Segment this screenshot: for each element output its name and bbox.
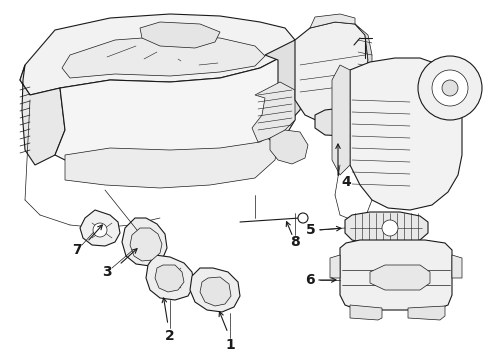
Polygon shape [55, 40, 295, 168]
Polygon shape [270, 130, 308, 164]
Circle shape [432, 70, 468, 106]
Polygon shape [65, 130, 280, 188]
Text: 4: 4 [341, 175, 351, 189]
Polygon shape [350, 58, 462, 210]
Circle shape [298, 213, 308, 223]
Polygon shape [330, 255, 340, 278]
Polygon shape [452, 255, 462, 278]
Text: 8: 8 [290, 235, 300, 249]
Circle shape [418, 56, 482, 120]
Text: 3: 3 [102, 265, 112, 279]
Text: 2: 2 [165, 329, 175, 343]
Polygon shape [260, 40, 308, 140]
Polygon shape [408, 306, 445, 320]
Circle shape [93, 223, 107, 237]
Polygon shape [200, 277, 231, 306]
Polygon shape [295, 22, 368, 122]
Polygon shape [370, 265, 430, 290]
Polygon shape [190, 268, 240, 312]
Polygon shape [350, 305, 382, 320]
Polygon shape [252, 82, 295, 142]
Polygon shape [146, 255, 194, 300]
Polygon shape [355, 24, 372, 112]
Circle shape [442, 80, 458, 96]
Polygon shape [130, 228, 162, 261]
Polygon shape [345, 212, 428, 244]
Polygon shape [310, 14, 355, 28]
Circle shape [382, 220, 398, 236]
Text: 7: 7 [72, 243, 82, 257]
Text: 5: 5 [306, 223, 316, 237]
Polygon shape [20, 14, 295, 95]
Polygon shape [340, 240, 452, 310]
Polygon shape [80, 210, 120, 246]
Polygon shape [20, 65, 65, 165]
Polygon shape [155, 265, 184, 292]
Polygon shape [315, 108, 362, 136]
Polygon shape [140, 22, 220, 48]
Text: 1: 1 [225, 338, 235, 352]
Polygon shape [122, 218, 167, 266]
Polygon shape [332, 65, 350, 175]
Text: 6: 6 [305, 273, 315, 287]
Polygon shape [62, 36, 265, 78]
